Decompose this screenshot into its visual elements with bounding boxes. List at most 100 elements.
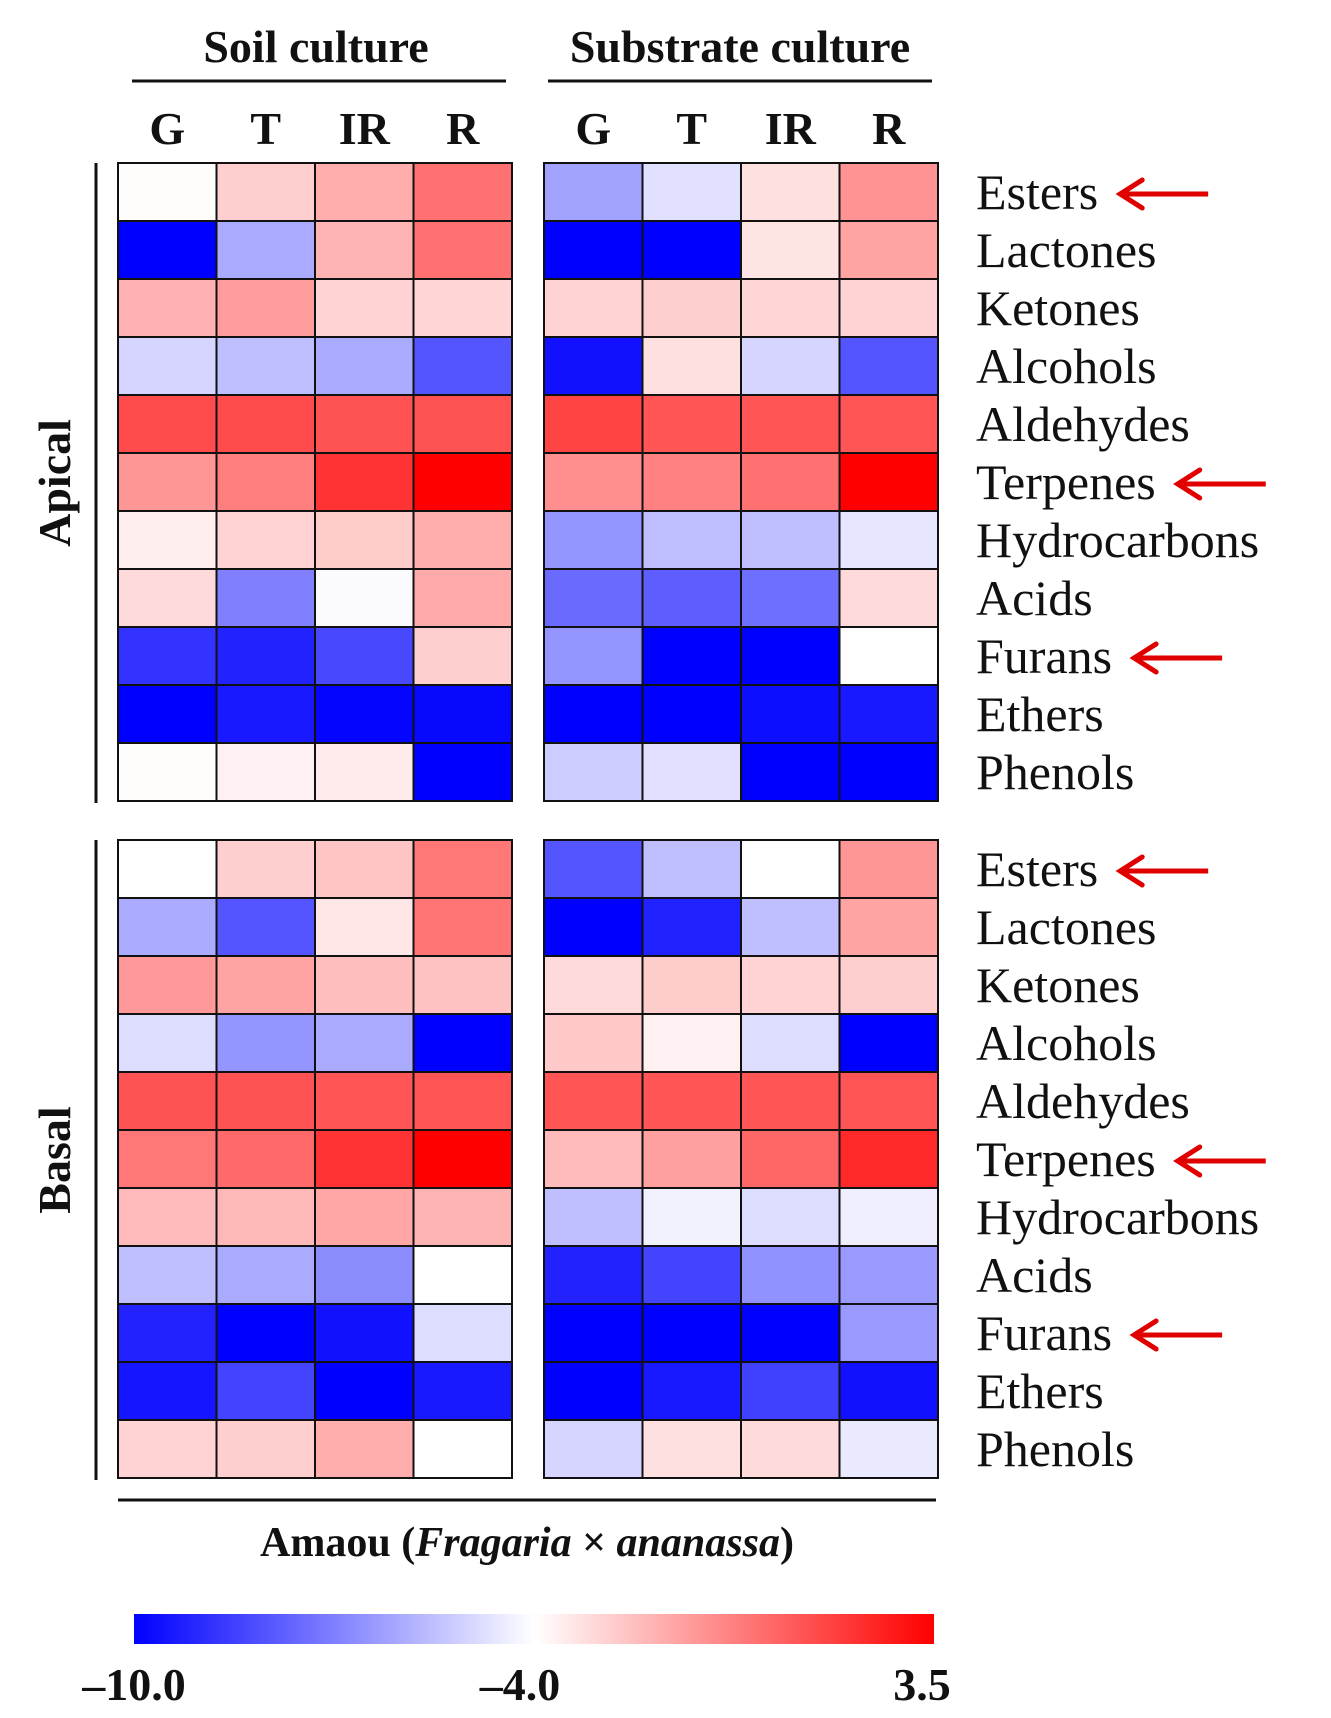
cell-basal-aldehydes-soil-culture-t <box>215 1071 316 1131</box>
cell-basal-ketones-soil-culture-t <box>215 955 316 1015</box>
row-label-basal-hydrocarbons: Hydrocarbons <box>976 1189 1259 1245</box>
cell-apical-ketones-soil-culture-ir <box>314 278 415 338</box>
column-label-soil-culture-ir: IR <box>339 103 391 154</box>
cell-apical-ethers-soil-culture-g <box>117 684 218 744</box>
column-label-substrate-culture-g: G <box>575 103 611 154</box>
cell-basal-ethers-substrate-culture-g <box>543 1361 644 1421</box>
cell-basal-alcohols-substrate-culture-r <box>838 1013 939 1073</box>
cell-basal-lactones-soil-culture-r <box>412 897 513 957</box>
cell-basal-alcohols-substrate-culture-g <box>543 1013 644 1073</box>
cell-apical-phenols-soil-culture-t <box>215 742 316 802</box>
cell-apical-alcohols-soil-culture-g <box>117 336 218 396</box>
column-label-soil-culture-t: T <box>250 103 281 154</box>
cell-apical-ketones-soil-culture-r <box>412 278 513 338</box>
row-label-basal-ethers: Ethers <box>976 1363 1104 1419</box>
arrow-basal-esters <box>1115 854 1209 888</box>
cell-basal-esters-soil-culture-g <box>117 839 218 899</box>
cell-basal-lactones-substrate-culture-ir <box>740 897 841 957</box>
cell-basal-phenols-substrate-culture-t <box>641 1419 742 1479</box>
cell-apical-phenols-soil-culture-g <box>117 742 218 802</box>
cell-basal-hydrocarbons-soil-culture-g <box>117 1187 218 1247</box>
cell-apical-ethers-substrate-culture-t <box>641 684 742 744</box>
cell-basal-lactones-soil-culture-g <box>117 897 218 957</box>
scale-label-max: 3.5 <box>893 1659 951 1710</box>
cell-basal-lactones-substrate-culture-g <box>543 897 644 957</box>
cell-basal-alcohols-soil-culture-ir <box>314 1013 415 1073</box>
cell-apical-furans-soil-culture-g <box>117 626 218 686</box>
cell-apical-aldehydes-substrate-culture-r <box>838 394 939 454</box>
cell-apical-esters-soil-culture-t <box>215 162 316 222</box>
cell-apical-lactones-soil-culture-r <box>412 220 513 280</box>
cell-apical-furans-soil-culture-r <box>412 626 513 686</box>
cell-apical-hydrocarbons-substrate-culture-ir <box>740 510 841 570</box>
cell-basal-esters-soil-culture-ir <box>314 839 415 899</box>
cell-basal-furans-substrate-culture-r <box>838 1303 939 1363</box>
cell-basal-phenols-substrate-culture-g <box>543 1419 644 1479</box>
row-label-apical-lactones: Lactones <box>976 222 1156 278</box>
cell-basal-hydrocarbons-soil-culture-t <box>215 1187 316 1247</box>
cell-basal-alcohols-substrate-culture-ir <box>740 1013 841 1073</box>
cell-apical-esters-substrate-culture-r <box>838 162 939 222</box>
cell-basal-terpenes-soil-culture-g <box>117 1129 218 1189</box>
cell-basal-terpenes-substrate-culture-ir <box>740 1129 841 1189</box>
cell-apical-alcohols-substrate-culture-ir <box>740 336 841 396</box>
cell-apical-terpenes-soil-culture-r <box>412 452 513 512</box>
side-label-basal: Basal <box>29 1106 80 1213</box>
cell-basal-terpenes-substrate-culture-g <box>543 1129 644 1189</box>
cell-apical-terpenes-substrate-culture-t <box>641 452 742 512</box>
column-label-soil-culture-g: G <box>149 103 185 154</box>
cell-apical-esters-substrate-culture-g <box>543 162 644 222</box>
side-label-apical: Apical <box>29 419 80 547</box>
cell-basal-acids-soil-culture-t <box>215 1245 316 1305</box>
cell-basal-terpenes-substrate-culture-r <box>838 1129 939 1189</box>
column-labels: G T IR R G T IR R <box>149 103 906 154</box>
cell-apical-aldehydes-substrate-culture-ir <box>740 394 841 454</box>
cell-basal-alcohols-substrate-culture-t <box>641 1013 742 1073</box>
cell-basal-phenols-soil-culture-g <box>117 1419 218 1479</box>
row-label-apical-alcohols: Alcohols <box>976 338 1157 394</box>
cell-apical-furans-soil-culture-t <box>215 626 316 686</box>
cell-basal-acids-soil-culture-g <box>117 1245 218 1305</box>
row-label-basal-furans: Furans <box>976 1305 1112 1361</box>
cell-basal-aldehydes-substrate-culture-ir <box>740 1071 841 1131</box>
cell-apical-aldehydes-soil-culture-r <box>412 394 513 454</box>
cell-basal-ethers-substrate-culture-r <box>838 1361 939 1421</box>
cell-apical-acids-substrate-culture-ir <box>740 568 841 628</box>
cell-apical-phenols-substrate-culture-t <box>641 742 742 802</box>
cell-basal-alcohols-soil-culture-t <box>215 1013 316 1073</box>
cell-basal-terpenes-soil-culture-r <box>412 1129 513 1189</box>
highlight-arrows <box>1115 177 1266 1352</box>
cell-basal-esters-substrate-culture-r <box>838 839 939 899</box>
cell-basal-ethers-substrate-culture-t <box>641 1361 742 1421</box>
arrow-apical-esters <box>1115 177 1209 211</box>
cell-apical-aldehydes-substrate-culture-t <box>641 394 742 454</box>
cell-basal-acids-soil-culture-r <box>412 1245 513 1305</box>
cell-apical-phenols-substrate-culture-ir <box>740 742 841 802</box>
cell-apical-acids-soil-culture-t <box>215 568 316 628</box>
row-label-apical-esters: Esters <box>976 164 1098 220</box>
cell-basal-furans-soil-culture-r <box>412 1303 513 1363</box>
cell-basal-esters-soil-culture-r <box>412 839 513 899</box>
cell-apical-terpenes-soil-culture-g <box>117 452 218 512</box>
cell-apical-ketones-soil-culture-t <box>215 278 316 338</box>
cell-basal-aldehydes-substrate-culture-g <box>543 1071 644 1131</box>
cell-apical-lactones-substrate-culture-t <box>641 220 742 280</box>
cell-basal-ketones-soil-culture-r <box>412 955 513 1015</box>
cell-basal-lactones-soil-culture-t <box>215 897 316 957</box>
cell-basal-hydrocarbons-substrate-culture-ir <box>740 1187 841 1247</box>
cell-apical-acids-soil-culture-r <box>412 568 513 628</box>
cell-basal-furans-substrate-culture-t <box>641 1303 742 1363</box>
cell-basal-ketones-substrate-culture-t <box>641 955 742 1015</box>
cell-apical-alcohols-soil-culture-r <box>412 336 513 396</box>
row-label-apical-hydrocarbons: Hydrocarbons <box>976 512 1259 568</box>
cell-basal-phenols-soil-culture-r <box>412 1419 513 1479</box>
cell-apical-ketones-soil-culture-g <box>117 278 218 338</box>
cell-basal-alcohols-soil-culture-g <box>117 1013 218 1073</box>
cell-basal-phenols-substrate-culture-ir <box>740 1419 841 1479</box>
cell-basal-phenols-soil-culture-ir <box>314 1419 415 1479</box>
cell-apical-furans-substrate-culture-t <box>641 626 742 686</box>
cell-apical-lactones-substrate-culture-ir <box>740 220 841 280</box>
cell-apical-alcohols-substrate-culture-r <box>838 336 939 396</box>
row-label-basal-ketones: Ketones <box>976 957 1140 1013</box>
cell-apical-ketones-substrate-culture-ir <box>740 278 841 338</box>
